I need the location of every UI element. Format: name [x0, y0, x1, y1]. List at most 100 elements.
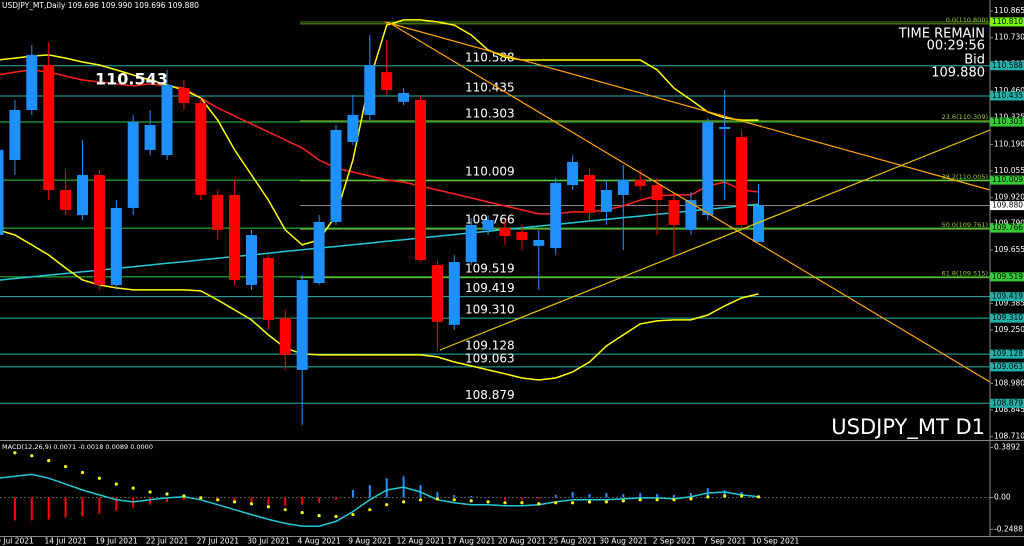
candle-body: [415, 99, 426, 260]
macd-bar: [537, 497, 540, 499]
y-tick-label: 109.790: [994, 218, 1024, 227]
macd-bar: [30, 497, 33, 521]
y-tick-label: 109.655: [994, 245, 1024, 254]
candle-body: [313, 221, 325, 283]
signal-dot: [520, 501, 524, 505]
price-tag: [990, 61, 1024, 71]
signal-dot: [638, 498, 642, 502]
signal-dot: [689, 497, 693, 501]
price-tag-label: 109.766: [992, 223, 1023, 232]
macd-bar: [673, 494, 675, 498]
signal-dot: [621, 499, 625, 503]
trend-line: [387, 21, 991, 383]
macd-bar: [166, 497, 168, 502]
candle-body: [127, 122, 139, 208]
price-tag-label: 110.009: [992, 175, 1023, 184]
chart-header: USDJPY_MT,Daily 109.696 109.990 109.696 …: [2, 1, 199, 10]
y-tick-label: 109.920: [994, 193, 1024, 202]
price-tag: [990, 313, 1024, 323]
y-tick-label: 0.00: [994, 492, 1011, 501]
macd-bar: [554, 494, 557, 498]
macd-bar: [233, 497, 236, 502]
trend-line: [439, 129, 991, 351]
price-tag-label: 109.310: [992, 313, 1023, 322]
price-tag: [990, 91, 1024, 101]
macd-bar: [115, 497, 118, 511]
signal-dot: [233, 500, 237, 504]
candle-body: [279, 317, 291, 355]
signal-dot: [114, 482, 118, 486]
level-label: 109.128: [465, 339, 515, 353]
macd-bar: [318, 497, 321, 503]
candle-body: [736, 137, 748, 225]
macd-bar: [689, 492, 692, 498]
signal-dot: [199, 496, 203, 500]
price-tag: [990, 349, 1024, 359]
candle-body: [43, 64, 55, 190]
candle-body: [448, 262, 460, 325]
candle-body: [651, 185, 663, 201]
level-label: 109.063: [465, 351, 515, 365]
macd-header: MACD(12,26,9) 0.0071 -0.0018 0.0089 0.00…: [2, 443, 153, 451]
signal-dot: [182, 494, 186, 498]
candle-body: [364, 64, 376, 115]
price-tag: [990, 362, 1024, 372]
signal-dot: [706, 495, 710, 499]
signal-dot: [756, 495, 761, 499]
candle-body: [753, 205, 764, 242]
bid-price: 109.880: [931, 66, 985, 81]
fib-label: 50.0(109.761): [942, 221, 988, 229]
price-tag: [990, 223, 1024, 233]
candle-body: [685, 200, 697, 230]
price-tag: [990, 17, 1024, 27]
price-tag: [990, 117, 1024, 127]
candle-body: [296, 280, 308, 370]
signal-dot: [571, 501, 575, 505]
candle-body: [26, 54, 38, 110]
candle-body: [110, 207, 122, 285]
signal-dot: [283, 508, 287, 512]
axis-layer: 110.865110.730110.595110.460110.325110.1…: [0, 6, 1024, 546]
macd-bar: [605, 492, 608, 498]
level-label: 109.310: [465, 303, 515, 317]
candle-body: [634, 179, 646, 187]
x-tick-label: 4 Aug 2021: [298, 537, 341, 546]
fib-label: 61.8(109.515): [942, 270, 988, 278]
y-tick-label: 109.250: [994, 325, 1024, 334]
price-tag-label: 110.810: [992, 17, 1023, 26]
x-tick-label: 7 Sep 2021: [703, 537, 746, 546]
candle-body: [246, 235, 257, 285]
ma-value-label: 110.543: [95, 70, 168, 89]
signal-dot: [80, 470, 85, 475]
signal-dot: [554, 501, 558, 505]
signal-dot: [351, 512, 355, 517]
y-tick-label: 0.3892: [994, 443, 1020, 452]
y-tick-label: 110.055: [994, 166, 1024, 175]
candle-layer: [0, 34, 764, 425]
candle-body: [617, 179, 629, 195]
fib-label: 0.0(110.800): [946, 16, 988, 24]
signal-dot: [148, 490, 152, 494]
x-tick-label: 22 Jul 2021: [146, 537, 189, 546]
signal-dot: [672, 498, 676, 502]
candle-body: [0, 149, 4, 236]
price-tag: [990, 201, 1024, 211]
level-label: 109.766: [465, 213, 515, 227]
candle-body: [262, 257, 274, 320]
indicator-layer: [0, 19, 990, 527]
y-tick-label: 110.190: [994, 139, 1024, 148]
signal-dot: [402, 500, 406, 504]
macd-bar: [520, 497, 523, 500]
indicator-line: [0, 229, 759, 381]
candle-body: [600, 189, 612, 212]
x-tick-label: 30 Jul 2021: [247, 537, 290, 546]
signal-dot: [587, 500, 592, 504]
macd-bar: [571, 491, 574, 498]
signal-dot: [300, 511, 304, 515]
y-tick-label: 108.980: [994, 378, 1024, 387]
candle-body: [347, 114, 359, 142]
candle-body: [533, 239, 545, 246]
macd-bar: [588, 494, 591, 498]
y-tick-label: 109.385: [994, 298, 1024, 307]
candle-body: [668, 200, 680, 225]
